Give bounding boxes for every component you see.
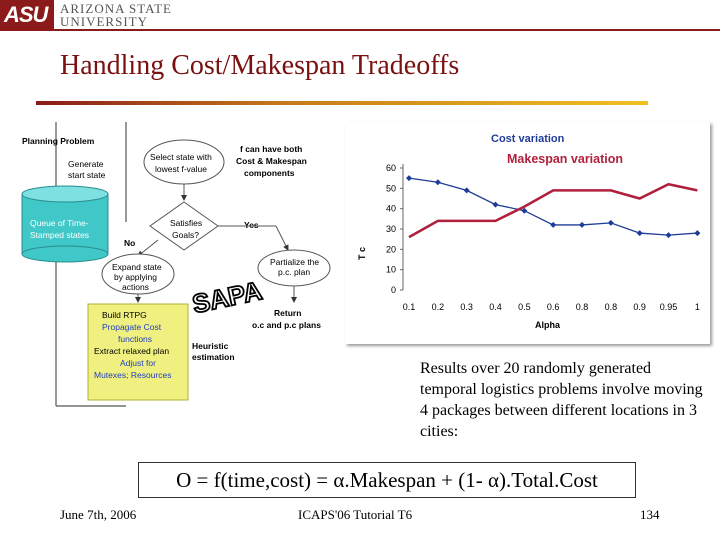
fcan-label-1: f can have both — [240, 144, 302, 154]
footer-date: June 7th, 2006 — [60, 507, 137, 522]
fcan-label-2: Cost & Makespan — [236, 156, 307, 166]
y-tick-label: 60 — [386, 163, 396, 173]
footer-page-number: 134 — [640, 507, 660, 522]
y-tick-label: 50 — [386, 183, 396, 193]
expand-label-1: Expand state — [112, 262, 162, 272]
x-tick-label: 0.8 — [576, 302, 589, 312]
satisfies-label-2: Goals? — [172, 230, 199, 240]
y-tick-label: 0 — [391, 285, 396, 295]
cost-data-point — [607, 219, 614, 226]
objective-formula: O = f(time,cost) = α.Makespan + (1- α).T… — [138, 462, 636, 498]
fcan-label-3: components — [244, 168, 295, 178]
x-axis-label: Alpha — [535, 320, 561, 330]
build-label-5: Adjust for — [120, 358, 156, 368]
y-tick-label: 40 — [386, 204, 396, 214]
x-tick-label: 1 — [695, 302, 700, 312]
chart-svg: Cost variation Makespan variation Alpha … — [357, 133, 701, 330]
build-label-3: functions — [118, 334, 152, 344]
y-tick-label: 20 — [386, 244, 396, 254]
build-label-6: Mutexes; Resources — [94, 370, 171, 380]
cost-data-point — [579, 221, 586, 228]
x-tick-label: 0.5 — [518, 302, 531, 312]
y-tick-label: 30 — [386, 224, 396, 234]
chart-subtitle: Makespan variation — [507, 152, 623, 166]
cost-data-point — [550, 221, 557, 228]
sapa-logo: SAPA — [190, 275, 265, 319]
queue-label-1: Queue of Time- — [30, 218, 89, 228]
expand-label-2: by applying — [114, 272, 157, 282]
x-tick-label: 0.4 — [489, 302, 502, 312]
build-label-2: Propagate Cost — [102, 322, 162, 332]
heuristic-label-2: estimation — [192, 352, 235, 362]
cost-data-point — [694, 230, 701, 237]
x-tick-label: 0.9 — [633, 302, 646, 312]
results-description: Results over 20 randomly generated tempo… — [420, 360, 703, 440]
x-tick-label: 0.2 — [432, 302, 445, 312]
cost-data-point — [665, 232, 672, 239]
yes-label: Yes — [244, 220, 259, 230]
partialize-label-1: Partialize the — [270, 257, 319, 267]
yes-arrow — [275, 225, 289, 251]
slide-title: Handling Cost/Makespan Tradeoffs — [60, 50, 460, 81]
header-bar: ASU ARIZONA STATE UNIVERSITY — [0, 0, 720, 30]
no-label: No — [124, 238, 135, 248]
satisfies-label-1: Satisfies — [170, 218, 202, 228]
cost-data-point — [521, 207, 528, 214]
return-label-1: Return — [274, 308, 301, 318]
build-label-4: Extract relaxed plan — [94, 346, 169, 356]
chart-series — [406, 175, 701, 239]
select-state-node — [143, 139, 225, 185]
no-arrow — [137, 239, 159, 257]
asu-logo-mark: ASU — [4, 2, 48, 27]
title-underline — [36, 101, 648, 105]
expand-label-3: actions — [122, 282, 149, 292]
heuristic-label-1: Heuristic — [192, 341, 229, 351]
cost-data-point — [406, 175, 412, 182]
sapa-flowchart: Planning Problem Generate start state Qu… — [21, 122, 331, 407]
heuristic-box — [87, 303, 189, 401]
y-axis-label: T c — [357, 247, 367, 260]
partialize-label-2: p.c. plan — [278, 267, 310, 277]
cost-data-point — [636, 230, 643, 237]
cost-data-point — [492, 201, 499, 208]
goal-check-diamond — [149, 201, 219, 251]
footer-title: ICAPS'06 Tutorial T6 — [298, 507, 413, 522]
x-tick-label: 0.1 — [403, 302, 416, 312]
cost-data-point — [434, 179, 441, 186]
generate-start-label-2: start state — [68, 170, 106, 180]
y-tick-label: 10 — [386, 265, 396, 275]
x-tick-label: 0.6 — [547, 302, 560, 312]
tradeoff-chart: Cost variation Makespan variation Alpha … — [345, 122, 710, 344]
header-divider — [0, 29, 720, 31]
return-label-2: o.c and p.c plans — [252, 320, 321, 330]
university-name-line2: UNIVERSITY — [60, 14, 148, 29]
cost-data-point — [463, 187, 470, 194]
generate-start-label-1: Generate — [68, 159, 104, 169]
queue-label-2: Stamped states — [30, 230, 89, 240]
x-tick-label: 0.3 — [460, 302, 473, 312]
x-tick-label: 0.95 — [660, 302, 678, 312]
select-label-2: lowest f-value — [155, 164, 207, 174]
build-label-1: Build RTPG — [102, 310, 147, 320]
university-name-line1: ARIZONA STATE — [60, 1, 172, 16]
series-line-makespan — [408, 182, 698, 239]
chart-axes: 0 10 20 30 40 50 60 0.1 0.2 0.3 0.4 0.5 0.6 0.8 0.8 0.9… — [386, 163, 700, 312]
planning-problem-label: Planning Problem — [22, 136, 95, 146]
select-label-1: Select state with — [150, 152, 212, 162]
asu-logo: ASU — [0, 0, 54, 29]
queue-cylinder: Queue of Time- Stamped states — [21, 185, 109, 263]
chart-title: Cost variation — [491, 133, 565, 145]
x-tick-label: 0.8 — [605, 302, 618, 312]
